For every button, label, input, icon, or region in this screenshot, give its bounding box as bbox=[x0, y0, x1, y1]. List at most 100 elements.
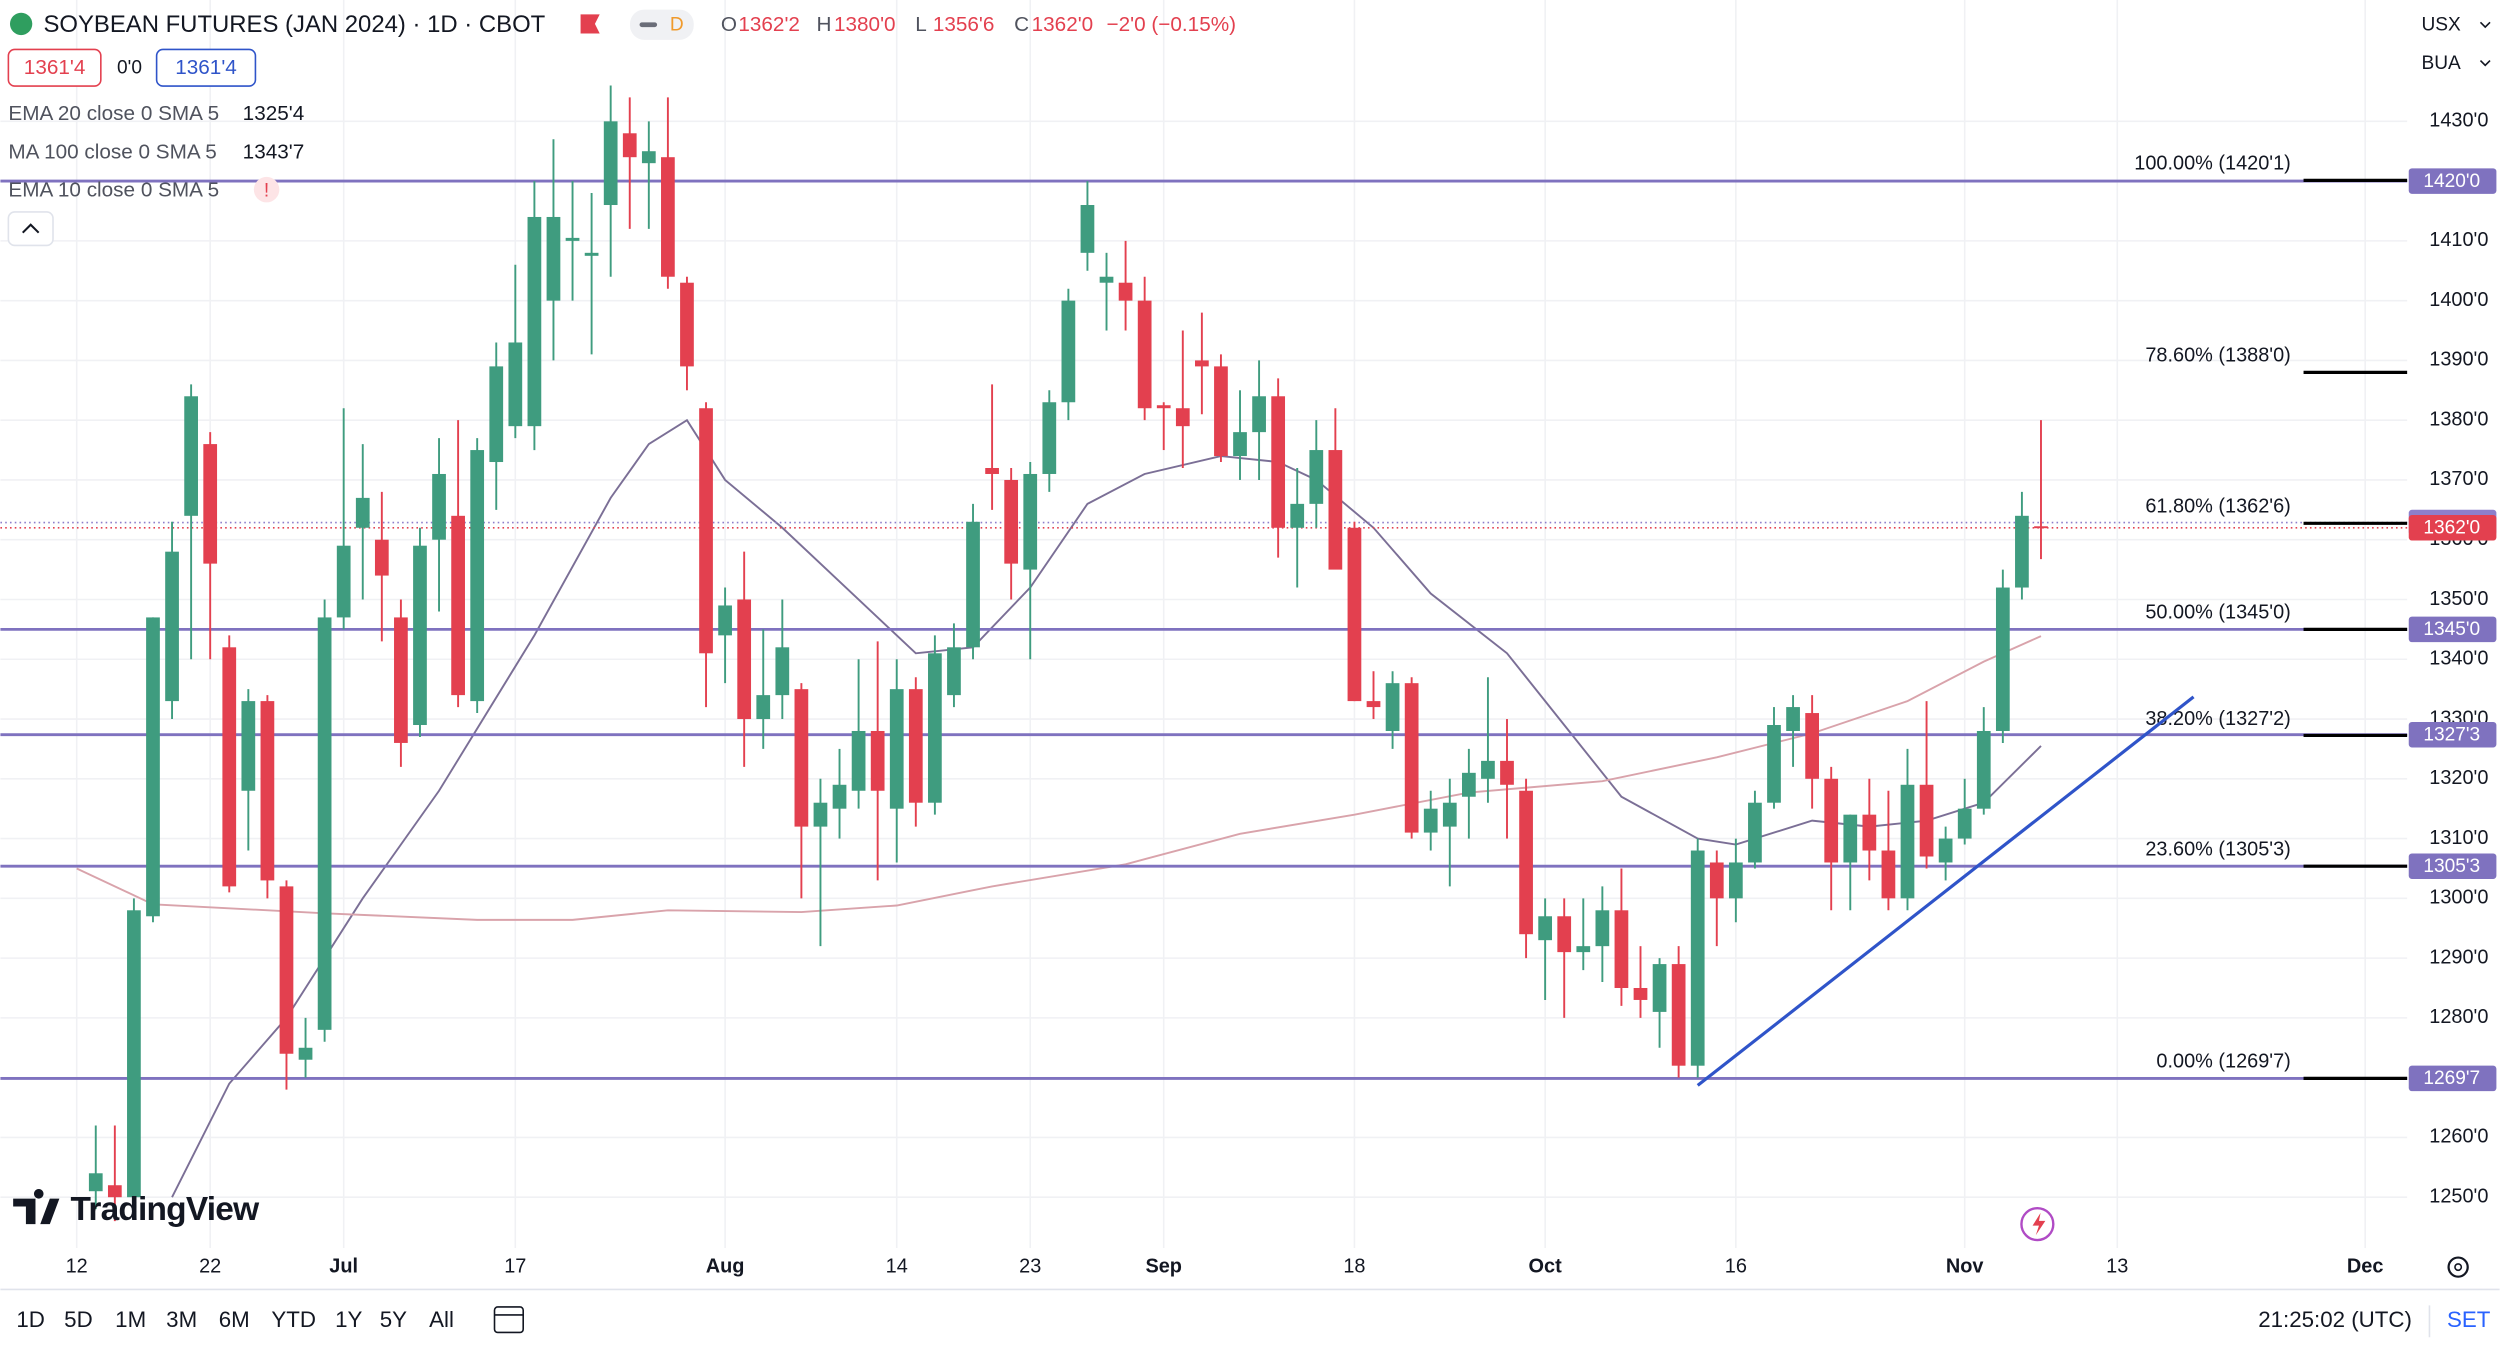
indicator-name[interactable]: EMA 20 close 0 SMA 5 bbox=[8, 102, 219, 125]
collapse-icon bbox=[21, 223, 40, 234]
currency-button[interactable] bbox=[2413, 7, 2497, 44]
indicator-status: ! bbox=[264, 180, 269, 201]
settings-icon-core bbox=[2454, 1263, 2463, 1272]
indicator-value: 1325'4 bbox=[243, 102, 305, 125]
x-tick-label: 16 bbox=[1725, 1255, 1747, 1277]
unit-button[interactable] bbox=[2413, 46, 2497, 82]
candle-body bbox=[870, 730, 885, 791]
candle-body bbox=[222, 647, 237, 887]
candle-body bbox=[661, 157, 675, 277]
candle-body bbox=[1442, 802, 1457, 827]
candle-body bbox=[947, 647, 961, 696]
candle-body bbox=[851, 730, 866, 791]
candle-body bbox=[1728, 862, 1743, 899]
range-button[interactable]: 5Y bbox=[380, 1307, 407, 1332]
range-button[interactable]: 6M bbox=[219, 1307, 250, 1332]
candle-body bbox=[1233, 432, 1247, 457]
candle-body bbox=[489, 366, 504, 463]
candle-body bbox=[546, 216, 561, 301]
candle-body bbox=[355, 497, 370, 528]
y-tick-label: 1370'0 bbox=[2429, 468, 2488, 490]
candle-body bbox=[1271, 396, 1286, 528]
candle-body bbox=[1500, 760, 1514, 785]
logo-mark bbox=[13, 1189, 60, 1225]
candle-body bbox=[928, 653, 942, 803]
error-icon[interactable] bbox=[253, 176, 280, 203]
toolbar: 1D 5D 1M 3M 6M YTD 1Y 5Y All bbox=[16, 1307, 454, 1332]
x-tick-label: Oct bbox=[1529, 1255, 1563, 1277]
price-badge bbox=[2408, 168, 2497, 194]
candle-body bbox=[470, 450, 485, 702]
flag-icon[interactable] bbox=[580, 14, 600, 34]
candle-body bbox=[146, 617, 160, 917]
y-tick-label: 1410'0 bbox=[2429, 229, 2488, 251]
candle-body bbox=[1767, 725, 1781, 803]
settings-icon[interactable] bbox=[2447, 1256, 2469, 1278]
x-tick-label: Nov bbox=[1946, 1255, 1984, 1277]
ohlc-key: H bbox=[816, 13, 831, 36]
collapse-button[interactable] bbox=[7, 211, 54, 247]
range-button[interactable]: 3M bbox=[166, 1307, 197, 1332]
candle-body bbox=[565, 237, 580, 241]
chart-title[interactable]: SOYBEAN FUTURES (JAN 2024) · 1D · CBOT bbox=[43, 11, 545, 38]
price-badge-label: 1269'7 bbox=[2423, 1068, 2480, 1089]
candle-body bbox=[1061, 300, 1076, 403]
range-button[interactable]: 1D bbox=[16, 1307, 45, 1332]
ask-box[interactable] bbox=[155, 48, 257, 87]
candle-body bbox=[718, 605, 732, 636]
candle-body bbox=[1824, 778, 1839, 863]
candle-body bbox=[317, 617, 332, 1030]
ask: 1361'4 bbox=[175, 56, 237, 79]
badge-pill[interactable] bbox=[629, 9, 694, 40]
candle-body bbox=[1881, 850, 1896, 899]
x-tick-label: 12 bbox=[66, 1255, 88, 1277]
logo-text[interactable]: TradingView bbox=[71, 1191, 261, 1228]
candle-body bbox=[1805, 713, 1820, 779]
candle-body bbox=[1671, 964, 1686, 1066]
range-button[interactable]: YTD bbox=[271, 1307, 316, 1332]
candle-body bbox=[527, 216, 542, 427]
y-tick-label: 1340'0 bbox=[2429, 648, 2488, 670]
range-button[interactable]: 1Y bbox=[335, 1307, 362, 1332]
indicator-name[interactable]: EMA 10 close 0 SMA 5 bbox=[8, 179, 219, 202]
candle-body bbox=[1080, 205, 1095, 253]
candle-body bbox=[1652, 964, 1667, 1012]
price-badge bbox=[2408, 853, 2497, 879]
candle-body bbox=[908, 689, 923, 803]
candle-body bbox=[832, 784, 847, 809]
candle-body bbox=[699, 408, 713, 654]
y-tick-label: 1310'0 bbox=[2429, 827, 2488, 849]
range-button[interactable]: 1M bbox=[115, 1307, 146, 1332]
range-button[interactable]: 5D bbox=[64, 1307, 93, 1332]
candle-body bbox=[813, 802, 828, 827]
candle-body bbox=[1004, 479, 1019, 564]
trendline bbox=[1696, 695, 2195, 1087]
candle-body bbox=[1156, 405, 1171, 409]
candle-body bbox=[756, 695, 771, 720]
range-button[interactable]: All bbox=[429, 1307, 454, 1332]
badge-dash bbox=[639, 22, 658, 28]
indicator-name[interactable]: MA 100 close 0 SMA 5 bbox=[8, 140, 216, 163]
y-tick-label: 1280'0 bbox=[2429, 1006, 2488, 1028]
ohlc-value: 1380'0 bbox=[834, 13, 896, 36]
x-tick-label: Sep bbox=[1145, 1255, 1182, 1277]
bid-box[interactable] bbox=[7, 48, 102, 87]
candle-body bbox=[1423, 808, 1438, 833]
calendar-icon[interactable] bbox=[493, 1306, 524, 1334]
indicator-line bbox=[171, 418, 2042, 1198]
candle-body bbox=[1633, 987, 1648, 1000]
candle-body bbox=[374, 539, 389, 576]
candle-body bbox=[775, 647, 790, 696]
candle-body bbox=[622, 133, 637, 158]
candle-body bbox=[1786, 707, 1800, 731]
candle-body bbox=[1576, 946, 1591, 953]
candle-body bbox=[1481, 760, 1495, 779]
settings-button[interactable]: SET bbox=[2447, 1307, 2491, 1332]
x-tick-label: Dec bbox=[2347, 1255, 2384, 1277]
candle-body bbox=[1938, 838, 1953, 863]
x-tick-label: 18 bbox=[1343, 1255, 1365, 1277]
candle-body bbox=[603, 121, 618, 206]
